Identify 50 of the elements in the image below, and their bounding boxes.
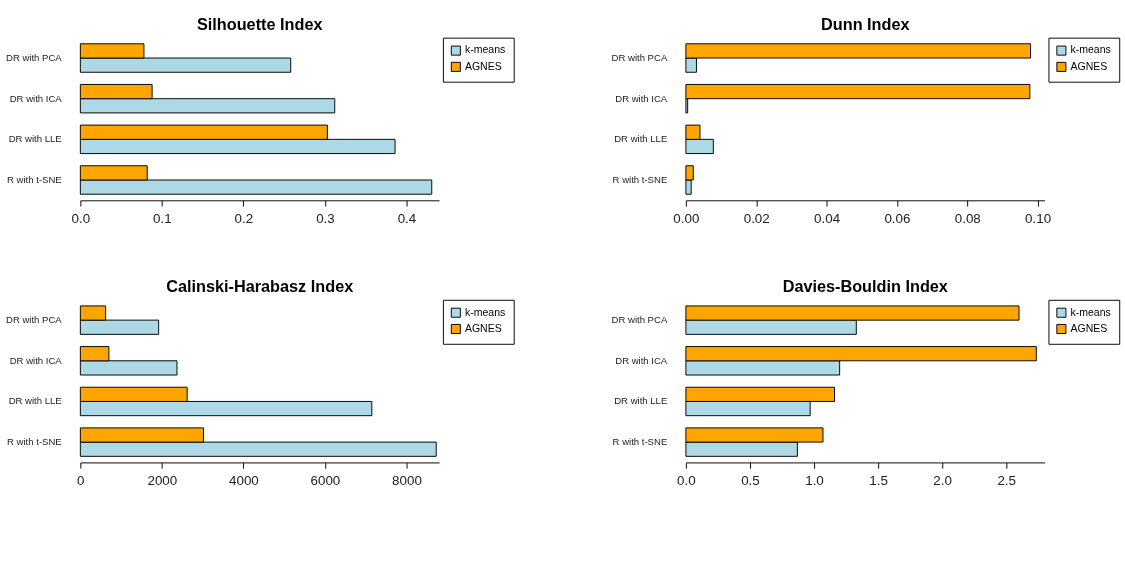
x-tick-label: 2.5 [997,472,1016,488]
x-tick-label: 2.0 [933,472,952,488]
y-tick-label: DR with ICA [615,92,668,104]
y-tick-label: DR with ICA [9,354,63,366]
y-tick-label: R with t-SNE [7,173,62,185]
x-tick-label: 0.04 [814,210,841,226]
y-tick-label: R with t-SNE [612,173,668,185]
legend-label: k-means [1070,43,1111,56]
y-tick-label: DR with LLE [614,395,668,407]
y-tick-label: DR with PCA [6,314,63,326]
legend-label: AGNES [464,321,502,334]
y-tick-label: DR with LLE [614,133,668,145]
chart-title: Silhouette Index [196,14,323,33]
x-tick-label: 0.3 [316,210,335,226]
x-tick-label: 0.0 [71,210,91,226]
y-tick-label: DR with PCA [611,51,668,63]
y-tick-label: DR with LLE [8,133,62,145]
y-tick-label: DR with ICA [9,92,63,104]
legend-label: k-means [1070,305,1111,318]
x-tick-label: 0.1 [153,210,172,226]
y-tick-label: R with t-SNE [612,435,668,447]
x-tick-label: 1.5 [869,472,888,488]
chart-title: Dunn Index [821,14,910,33]
x-tick-label: 0 [77,472,85,488]
legend-label: AGNES [1070,321,1108,334]
y-tick-label: DR with PCA [611,314,668,326]
x-tick-label: 0.06 [884,210,911,226]
chart-title: Davies-Bouldin Index [782,276,948,295]
x-tick-label: 6000 [310,472,341,488]
x-tick-label: 1.0 [805,472,824,488]
legend-label: k-means [464,305,506,318]
legend-label: AGNES [1070,59,1108,72]
x-tick-label: 0.10 [1025,210,1052,226]
x-tick-label: 0.0 [677,472,696,488]
y-tick-label: R with t-SNE [7,435,62,447]
legend-label: AGNES [464,59,502,72]
x-tick-label: 0.5 [741,472,760,488]
y-tick-label: DR with PCA [6,51,63,63]
legend-label: k-means [464,43,506,56]
x-tick-label: 0.02 [743,210,770,226]
x-tick-label: 2000 [147,472,178,488]
x-tick-label: 0.4 [397,210,417,226]
x-tick-label: 0.00 [673,210,700,226]
y-tick-label: DR with ICA [615,354,668,366]
x-tick-label: 4000 [229,472,259,488]
x-tick-label: 0.08 [954,210,981,226]
chart-title: Calinski-Harabasz Index [166,276,354,295]
y-tick-label: DR with LLE [8,395,62,407]
x-tick-label: 8000 [392,472,422,488]
x-tick-label: 0.2 [234,210,254,226]
